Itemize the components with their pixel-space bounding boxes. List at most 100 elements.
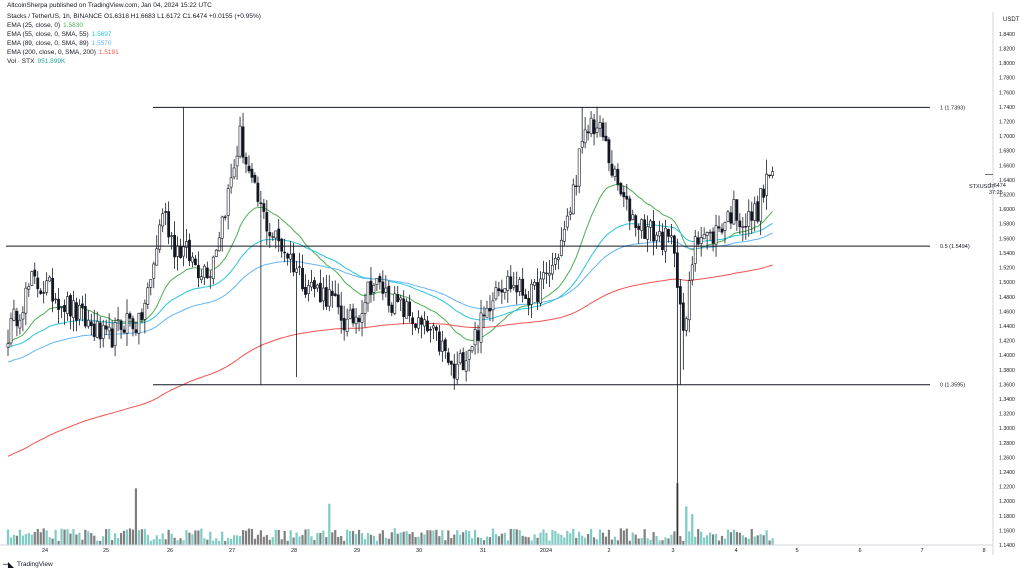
volume-bar (346, 529, 349, 545)
candle-body (342, 318, 346, 331)
candle-body (506, 276, 510, 291)
volume-bar (289, 530, 292, 545)
ema-89-line (7, 232, 773, 363)
candle-body (146, 287, 150, 305)
volume-bar (494, 534, 497, 545)
candle-body (226, 188, 230, 216)
candle-body (283, 251, 287, 254)
volume-bar (581, 535, 584, 545)
volume-bar (679, 536, 682, 545)
volume-bar (24, 534, 27, 545)
volume-bar (105, 529, 108, 545)
y-tick-label: 1.7000 (999, 134, 1015, 140)
candle-body (232, 167, 236, 178)
volume-bar (102, 536, 105, 545)
candle-body (675, 252, 679, 288)
candle-body (280, 238, 284, 252)
candle-body (768, 174, 772, 177)
candle-body (720, 228, 724, 233)
candle-body (262, 203, 266, 212)
candle-body (491, 300, 495, 311)
indicator-ema55[interactable]: EMA (55, close, 0, SMA, 55) 1.5697 (7, 31, 261, 40)
indicator-ema200[interactable]: EMA (200, close, 0, SMA, 200) 1.5191 (7, 49, 261, 58)
candle-body (732, 199, 736, 225)
volume-bar (227, 537, 230, 545)
candle-body (69, 295, 72, 317)
candle-body (304, 286, 307, 295)
candle-body (580, 141, 584, 148)
volume-bar (726, 529, 730, 545)
candle-body (372, 284, 376, 293)
ema-lines (7, 184, 773, 457)
candle-body (586, 131, 590, 134)
volume-bar (30, 534, 33, 545)
candle-body (390, 304, 394, 313)
indicator-ema25[interactable]: EMA (25, close, 0) 1.5830 (7, 22, 261, 31)
y-tick-label: 1.5800 (999, 222, 1015, 228)
candle-body (333, 293, 337, 296)
volume-bar (560, 534, 563, 545)
volume-bar (667, 538, 670, 545)
candle-body (191, 256, 194, 263)
volume-bar (108, 528, 111, 545)
volume-bar (354, 533, 358, 545)
candle-body (717, 226, 721, 229)
candle-body (387, 285, 391, 306)
candle-body (729, 212, 733, 224)
candle-body (661, 231, 664, 251)
indicator-ema89[interactable]: EMA (89, close, 0, SMA, 89) 1.5570 (7, 40, 261, 49)
indicator-label: Vol · STX (7, 57, 35, 65)
candle-body (488, 308, 492, 312)
volume-bar (664, 537, 667, 545)
candle-body (339, 305, 343, 321)
volume-bar (387, 538, 390, 545)
candle-body (583, 129, 587, 144)
volume-bar (203, 538, 206, 545)
volume-bar (756, 535, 759, 545)
volume-bar (539, 532, 542, 545)
candle-body (351, 308, 355, 324)
y-tick-label: 1.7200 (999, 120, 1015, 126)
indicator-volume[interactable]: Vol · STX 951.899K (7, 58, 261, 67)
candle-body (60, 306, 63, 308)
volume-bar (54, 529, 57, 545)
candle-body (512, 284, 516, 288)
candle-body (384, 287, 388, 293)
candle-body (378, 276, 382, 283)
candle-body (298, 266, 301, 268)
volume-bar (259, 530, 262, 545)
candle-body (446, 352, 450, 363)
candle-body (577, 148, 581, 187)
volume-bar (735, 531, 738, 545)
volume-bar (762, 535, 765, 545)
x-tick-label: 7 (920, 548, 923, 554)
volume-bar (491, 528, 495, 545)
volume-bar (125, 529, 129, 545)
candle-body (57, 298, 60, 310)
volume-bar (200, 528, 203, 545)
volume-bar (328, 503, 331, 545)
volume-bar (595, 539, 599, 545)
candle-body (381, 281, 385, 294)
candle-body (711, 231, 715, 244)
candle-body (515, 285, 519, 293)
volume-bar (548, 540, 551, 545)
candle-body (565, 215, 569, 228)
candle-body (545, 272, 548, 275)
volume-bar (114, 533, 117, 545)
candle-body (36, 277, 40, 290)
volume-bar (741, 535, 744, 545)
candle-body (485, 307, 489, 318)
y-tick-label: 1.6600 (999, 163, 1015, 169)
volume-bar (518, 530, 521, 545)
volume-bar (36, 529, 39, 545)
candle-body (610, 163, 614, 176)
volume-bar (661, 540, 664, 545)
volume-bar (18, 529, 21, 545)
candle-body (176, 245, 179, 257)
volume-bar (399, 532, 402, 545)
indicator-label: EMA (89, close, 0, SMA, 89) (7, 39, 89, 47)
volume-bars (6, 483, 774, 545)
indicator-value: 1.5697 (91, 30, 112, 38)
